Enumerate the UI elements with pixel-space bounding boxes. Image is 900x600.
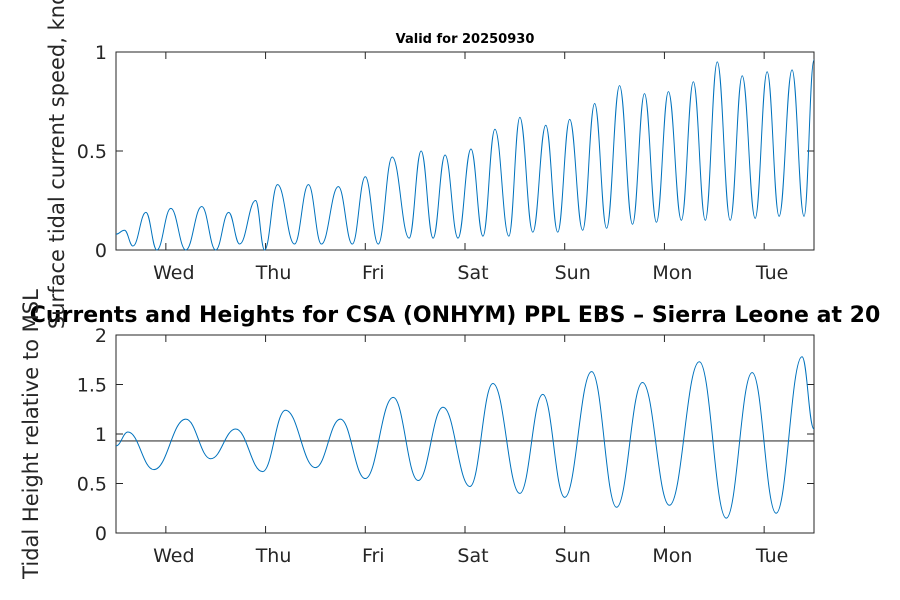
- x-tick-label: Wed: [153, 262, 194, 284]
- x-tick-label: Thu: [255, 545, 292, 567]
- bottom-y-axis-label: Tidal Height relative to MSL: [19, 289, 43, 580]
- y-tick-label: 2: [95, 325, 107, 347]
- y-tick-label: 1.5: [77, 375, 107, 397]
- x-tick-label: Thu: [255, 262, 292, 284]
- y-tick-label: 0: [95, 240, 107, 262]
- x-tick-label: Wed: [153, 545, 194, 567]
- tidal-height-line: [115, 356, 815, 519]
- x-tick-label: Tue: [755, 545, 788, 567]
- current-speed-line: [115, 59, 815, 251]
- top-chart-title: Valid for 20250930: [396, 32, 535, 47]
- x-tick-label: Fri: [362, 545, 385, 567]
- x-tick-label: Mon: [652, 545, 692, 567]
- x-tick-label: Sat: [457, 545, 488, 567]
- bottom-axes: 0 0.5 1 1.5 2 Wed Thu Fri Sat Sun Mon Tue: [77, 325, 815, 567]
- bottom-axes-box: [115, 334, 815, 534]
- x-tick-label: Mon: [652, 262, 692, 284]
- x-tick-label: Sat: [457, 262, 488, 284]
- x-tick-label: Fri: [362, 262, 385, 284]
- x-tick-label: Sun: [555, 262, 591, 284]
- x-tick-label: Sun: [555, 545, 591, 567]
- y-tick-label: 1: [95, 42, 107, 64]
- x-tick-label: Tue: [755, 262, 788, 284]
- y-tick-label: 1: [95, 424, 107, 446]
- main-chart-title: Currents and Heights for CSA (ONHYM) PPL…: [30, 303, 881, 328]
- top-axes-box: [115, 51, 815, 251]
- y-tick-label: 0: [95, 523, 107, 545]
- y-tick-label: 0.5: [77, 474, 107, 496]
- top-axes: Valid for 20250930 0 0.5 1 Wed Thu Fri Sat Sun…: [77, 32, 815, 284]
- y-tick-label: 0.5: [77, 141, 107, 163]
- top-y-axis-label: Surface tidal current speed, knots: [45, 0, 69, 329]
